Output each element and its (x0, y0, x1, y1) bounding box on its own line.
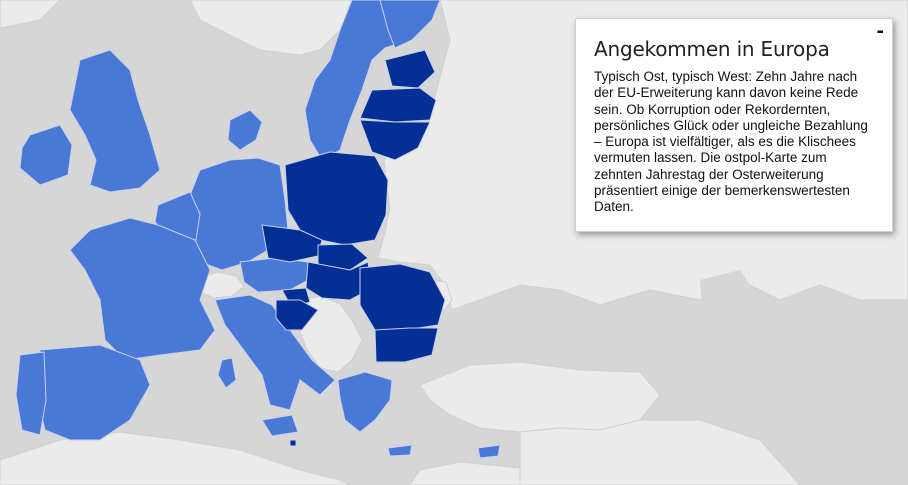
island-sardinia (217, 357, 237, 389)
eu-new-members[interactable] (261, 49, 446, 447)
island-malta (289, 439, 297, 447)
country-poland (284, 151, 389, 246)
country-croatia (275, 299, 319, 331)
country-france (69, 217, 216, 361)
island-crete (387, 444, 413, 457)
minimize-button[interactable]: - (876, 21, 884, 42)
country-lithuania (359, 119, 431, 161)
eu-old-members[interactable] (15, 0, 501, 459)
country-bulgaria (374, 327, 439, 363)
country-denmark (227, 109, 263, 151)
country-ireland (19, 124, 73, 186)
black-sea (448, 300, 600, 362)
panel-text: Typisch Ost, typisch West: Zehn Jahre na… (594, 69, 868, 215)
island-cyprus (477, 444, 501, 459)
country-romania (359, 263, 446, 331)
country-uk (69, 49, 161, 193)
caspian-sea (700, 270, 770, 400)
country-italy (214, 294, 336, 411)
country-portugal (15, 351, 47, 436)
country-finland (379, 0, 441, 49)
panel-title: Angekommen in Europa (594, 37, 830, 61)
info-panel: - Angekommen in Europa Typisch Ost, typi… (575, 18, 893, 232)
country-estonia (384, 49, 436, 89)
country-greece (337, 371, 393, 433)
island-sicily (261, 414, 299, 437)
country-latvia (359, 87, 437, 123)
